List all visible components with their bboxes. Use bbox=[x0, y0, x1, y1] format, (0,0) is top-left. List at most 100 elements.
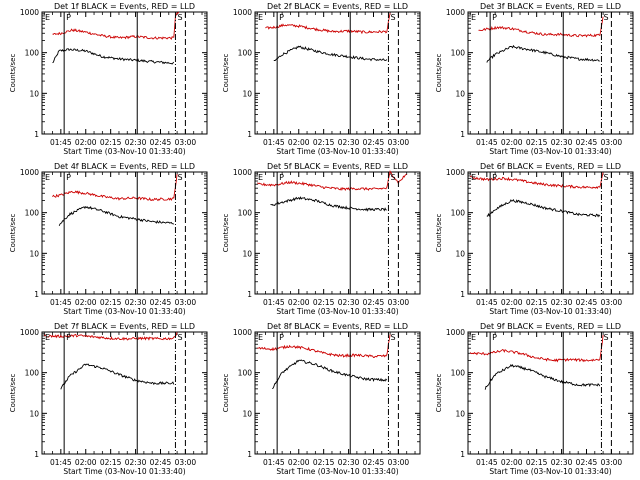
x-tick-label: 02:15 bbox=[313, 298, 335, 307]
x-tick-label: 02:30 bbox=[551, 298, 573, 307]
x-tick-label: 02:45 bbox=[576, 458, 598, 467]
y-tick-label: 1000 bbox=[233, 8, 252, 17]
y-axis-label: Counts/sec bbox=[9, 54, 17, 93]
panel-title: Det 5f BLACK = Events, RED = LLD bbox=[267, 162, 408, 171]
detector-panel-1: Det 1f BLACK = Events, RED = LLD 1 10 100 10… bbox=[9, 2, 208, 156]
x-axis-label: Start Time (03-Nov-10 01:33:40) bbox=[276, 147, 398, 156]
lld-series-line bbox=[43, 332, 178, 341]
plot-frame bbox=[467, 331, 634, 455]
x-tick-label: 02:30 bbox=[551, 138, 573, 147]
corner-label-s: S bbox=[390, 173, 395, 182]
x-tick-label: 02:45 bbox=[363, 298, 385, 307]
corner-label-p: P bbox=[492, 173, 497, 182]
events-series-line bbox=[273, 45, 388, 62]
y-tick-label: 1000 bbox=[446, 8, 465, 17]
events-series-line bbox=[486, 44, 600, 63]
x-tick-label: 02:00 bbox=[75, 458, 97, 467]
lld-series-line bbox=[265, 13, 391, 35]
x-tick-label: 02:15 bbox=[100, 458, 122, 467]
plot-frame bbox=[41, 11, 208, 135]
corner-label-p: P bbox=[492, 13, 497, 22]
x-tick-label: 02:15 bbox=[313, 458, 335, 467]
corner-label-s: S bbox=[177, 173, 182, 182]
y-tick-label: 1000 bbox=[233, 328, 252, 337]
detector-panel-9: Det 9f BLACK = Events, RED = LLD 1 10 100 10… bbox=[435, 322, 634, 476]
corner-label-p: P bbox=[66, 173, 71, 182]
x-tick-label: 02:30 bbox=[338, 138, 360, 147]
corner-label-s: S bbox=[603, 173, 608, 182]
x-axis-label: Start Time (03-Nov-10 01:33:40) bbox=[63, 307, 185, 316]
x-axis-label: Start Time (03-Nov-10 01:33:40) bbox=[63, 147, 185, 156]
lld-series-line bbox=[478, 16, 604, 38]
x-tick-label: 02:00 bbox=[75, 298, 97, 307]
y-tick-label: 100 bbox=[451, 49, 466, 58]
y-tick-label: 1000 bbox=[446, 328, 465, 337]
x-tick-label: 02:45 bbox=[363, 458, 385, 467]
corner-label-s: S bbox=[177, 333, 182, 342]
y-axis-label: Counts/sec bbox=[222, 374, 230, 413]
corner-label-e: E bbox=[45, 173, 50, 182]
y-tick-label: 10 bbox=[29, 249, 39, 258]
corner-label-p: P bbox=[279, 333, 284, 342]
x-tick-label: 01:45 bbox=[50, 298, 72, 307]
y-tick-label: 100 bbox=[238, 49, 253, 58]
y-tick-label: 1000 bbox=[20, 8, 39, 17]
x-tick-label: 02:30 bbox=[125, 298, 147, 307]
y-axis-label: Counts/sec bbox=[222, 54, 230, 93]
y-tick-label: 10 bbox=[29, 89, 39, 98]
y-axis-label: Counts/sec bbox=[9, 214, 17, 253]
x-tick-label: 01:45 bbox=[476, 298, 498, 307]
panel-title: Det 8f BLACK = Events, RED = LLD bbox=[267, 322, 408, 331]
x-tick-label: 03:00 bbox=[601, 138, 623, 147]
events-series-line bbox=[484, 363, 601, 390]
x-tick-label: 02:30 bbox=[551, 458, 573, 467]
corner-label-e: E bbox=[471, 173, 476, 182]
corner-label-s: S bbox=[390, 13, 395, 22]
lld-series-line bbox=[469, 334, 604, 363]
x-tick-label: 02:15 bbox=[100, 138, 122, 147]
detector-panel-5: Det 5f BLACK = Events, RED = LLD 1 10 100 10… bbox=[222, 162, 421, 316]
y-tick-label: 10 bbox=[242, 409, 252, 418]
x-tick-label: 02:00 bbox=[288, 458, 310, 467]
panel-title: Det 9f BLACK = Events, RED = LLD bbox=[480, 322, 621, 331]
x-axis-label: Start Time (03-Nov-10 01:33:40) bbox=[276, 467, 398, 476]
lld-series-line bbox=[469, 172, 604, 190]
x-axis-label: Start Time (03-Nov-10 01:33:40) bbox=[489, 307, 611, 316]
panel-title: Det 4f BLACK = Events, RED = LLD bbox=[54, 162, 195, 171]
detector-panel-8: Det 8f BLACK = Events, RED = LLD 1 10 100 10… bbox=[222, 322, 421, 476]
x-tick-label: 02:30 bbox=[338, 458, 360, 467]
corner-label-e: E bbox=[471, 13, 476, 22]
x-tick-label: 02:15 bbox=[313, 138, 335, 147]
x-tick-label: 02:45 bbox=[150, 138, 172, 147]
lld-series-line bbox=[52, 11, 180, 41]
y-tick-label: 10 bbox=[29, 409, 39, 418]
x-tick-label: 02:15 bbox=[526, 138, 548, 147]
x-tick-label: 02:30 bbox=[125, 138, 147, 147]
detector-panel-6: Det 6f BLACK = Events, RED = LLD 1 10 100 10… bbox=[435, 162, 634, 316]
x-tick-label: 01:45 bbox=[50, 138, 72, 147]
y-tick-label: 10 bbox=[242, 249, 252, 258]
y-tick-label: 1 bbox=[34, 290, 39, 299]
corner-label-s: S bbox=[177, 13, 182, 22]
plot-frame bbox=[254, 11, 421, 135]
x-tick-label: 02:00 bbox=[501, 298, 523, 307]
corner-label-s: S bbox=[603, 13, 608, 22]
y-tick-label: 1000 bbox=[233, 168, 252, 177]
y-tick-label: 100 bbox=[25, 49, 40, 58]
corner-label-p: P bbox=[279, 13, 284, 22]
corner-label-s: S bbox=[390, 333, 395, 342]
y-axis-label: Counts/sec bbox=[435, 54, 443, 93]
y-tick-label: 1 bbox=[247, 130, 252, 139]
x-tick-label: 03:00 bbox=[388, 138, 410, 147]
plot-frame bbox=[41, 331, 208, 455]
y-tick-label: 10 bbox=[455, 89, 465, 98]
x-axis-label: Start Time (03-Nov-10 01:33:40) bbox=[489, 147, 611, 156]
events-series-line bbox=[60, 363, 175, 390]
y-tick-label: 100 bbox=[238, 209, 253, 218]
y-tick-label: 1000 bbox=[446, 168, 465, 177]
events-series-line bbox=[272, 359, 388, 390]
y-tick-label: 100 bbox=[25, 209, 40, 218]
y-tick-label: 1000 bbox=[20, 328, 39, 337]
lld-series-line bbox=[52, 174, 178, 202]
